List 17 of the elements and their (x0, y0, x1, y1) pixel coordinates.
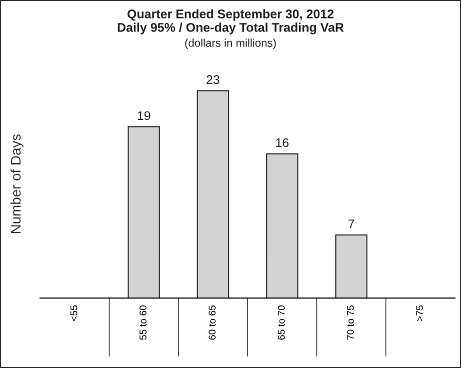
x-tick-label: >75 (416, 305, 424, 322)
data-label: 16 (276, 138, 289, 148)
x-tick-label: 65 to 70 (278, 305, 285, 340)
bar (266, 153, 298, 298)
data-label: 23 (206, 75, 220, 84)
chart-title: Quarter Ended September 30, 2012 Daily 95% / One-day Total Trading VaR (118, 9, 344, 34)
bar (128, 126, 160, 298)
x-tick-label: 55 to 60 (140, 305, 146, 340)
data-label: 7 (348, 220, 354, 228)
chart-subtitle: (dollars in millions) (185, 38, 276, 49)
x-tick-label: 70 to 75 (347, 305, 354, 340)
bar (335, 234, 368, 298)
y-axis-title: Number of Days (10, 134, 24, 234)
x-tick-label: 60 to 65 (208, 305, 216, 340)
bar (196, 90, 230, 298)
x-tick-label: <55 (70, 305, 78, 322)
data-label: 19 (138, 111, 150, 120)
